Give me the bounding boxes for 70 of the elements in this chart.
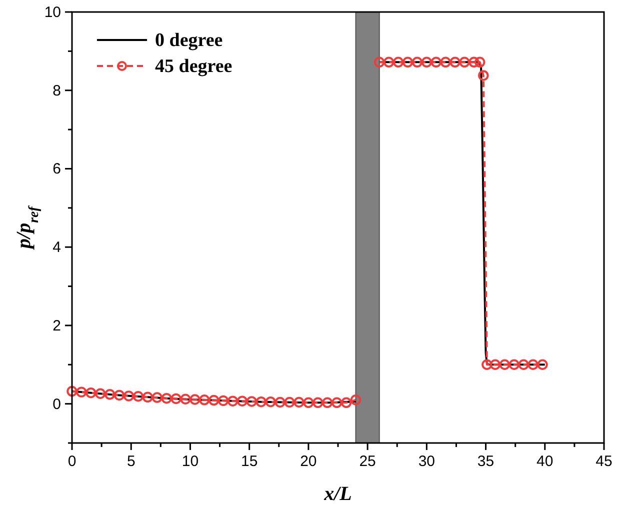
x-tick-label: 45 (596, 453, 612, 470)
point (161, 392, 172, 404)
point (312, 397, 324, 408)
point (123, 390, 134, 402)
point (170, 393, 182, 404)
point (284, 396, 295, 408)
point (374, 56, 385, 68)
point (256, 396, 267, 408)
point (265, 396, 276, 408)
point (246, 396, 258, 407)
y-tick-label: 0 (52, 396, 61, 413)
point (468, 56, 480, 68)
point (459, 56, 470, 68)
point (518, 359, 529, 370)
point (430, 56, 442, 68)
point (490, 359, 501, 370)
y-tick-label: 2 (52, 317, 61, 334)
point (132, 391, 144, 402)
point (66, 386, 78, 397)
point (190, 394, 200, 405)
point (152, 392, 162, 403)
x-tick-label: 35 (477, 453, 494, 470)
x-tick-label: 10 (182, 453, 199, 470)
x-tick-label: 25 (359, 453, 376, 470)
point (508, 359, 520, 370)
y-tick-label: 10 (44, 4, 61, 21)
point (421, 56, 432, 68)
point (86, 387, 96, 398)
point (236, 396, 248, 406)
point (180, 394, 191, 404)
point (199, 394, 210, 406)
x-tick-label: 0 (68, 453, 76, 470)
point (392, 56, 404, 68)
legend-label: 0 degree (155, 30, 223, 51)
x-axis-title: x/L (323, 483, 352, 505)
point (142, 392, 154, 403)
point (208, 394, 220, 406)
legend-label: 45 degree (155, 56, 232, 77)
point (303, 397, 314, 408)
y-tick-label: 8 (52, 82, 61, 100)
point (350, 394, 362, 406)
point (412, 56, 423, 68)
point (104, 389, 116, 400)
point (294, 396, 304, 408)
point (440, 56, 451, 68)
point (274, 396, 286, 408)
y-tick-label: 6 (52, 160, 61, 178)
point (478, 70, 489, 81)
point (218, 395, 229, 406)
point (482, 359, 492, 370)
x-tick-label: 5 (126, 453, 136, 470)
point (227, 396, 238, 406)
point (76, 386, 87, 398)
point (114, 390, 125, 401)
x-tick-label: 15 (240, 453, 258, 470)
x-tick-label: 30 (418, 453, 436, 470)
point (528, 359, 538, 370)
point (322, 397, 333, 408)
point (340, 397, 352, 408)
point (537, 359, 548, 370)
point (499, 359, 510, 370)
point (383, 56, 394, 68)
point (331, 397, 342, 408)
x-tick-label: 20 (300, 453, 317, 470)
x-tick-label: 40 (536, 453, 554, 470)
point (450, 56, 460, 68)
y-tick-label: 4 (52, 239, 61, 256)
point (402, 56, 414, 68)
point (474, 56, 486, 68)
point (95, 388, 106, 399)
